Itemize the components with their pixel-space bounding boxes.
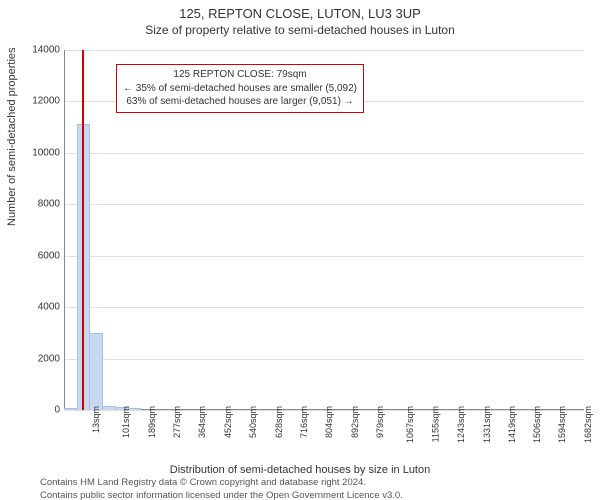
xtick-label: 716sqm (299, 406, 309, 438)
ytick-label: 6000 (10, 250, 60, 261)
gridline (64, 359, 584, 360)
gridline (64, 256, 584, 257)
histogram-bar (64, 408, 78, 410)
gridline (64, 153, 584, 154)
xtick-label: 979sqm (375, 406, 385, 438)
xtick-label: 1067sqm (405, 406, 415, 443)
annotation-box: 125 REPTON CLOSE: 79sqm← 35% of semi-det… (116, 64, 364, 113)
xtick-label: 277sqm (172, 406, 182, 438)
attribution-footer: Contains HM Land Registry data © Crown c… (40, 477, 403, 500)
ytick-label: 4000 (10, 302, 60, 313)
ytick-label: 0 (10, 405, 60, 416)
gridline (64, 307, 584, 308)
y-axis-line (64, 50, 65, 410)
x-axis-label: Distribution of semi-detached houses by … (0, 464, 600, 476)
gridline (64, 204, 584, 205)
histogram-bar (89, 333, 103, 410)
xtick-label: 892sqm (350, 406, 360, 438)
xtick-label: 364sqm (197, 406, 207, 438)
footer-line-2: Contains public sector information licen… (40, 490, 403, 500)
histogram-bar (102, 406, 116, 410)
xtick-label: 452sqm (223, 406, 233, 438)
ytick-label: 2000 (10, 353, 60, 364)
gridline (64, 50, 584, 51)
xtick-label: 1594sqm (558, 406, 568, 443)
xtick-label: 1155sqm (430, 406, 440, 442)
y-axis-label: Number of semi-detached properties (6, 47, 18, 226)
xtick-label: 628sqm (274, 406, 284, 438)
annotation-line: 63% of semi-detached houses are larger (… (123, 95, 357, 109)
xtick-label: 1682sqm (583, 406, 593, 443)
xtick-label: 101sqm (121, 406, 131, 438)
annotation-line: 125 REPTON CLOSE: 79sqm (123, 68, 357, 82)
xtick-label: 189sqm (147, 406, 157, 438)
footer-line-1: Contains HM Land Registry data © Crown c… (40, 477, 403, 489)
histogram-plot: 02000400060008000100001200014000 13sqm10… (64, 50, 584, 410)
xtick-label: 804sqm (324, 406, 334, 438)
xtick-label: 1419sqm (507, 406, 517, 443)
page-subtitle: Size of property relative to semi-detach… (0, 23, 600, 37)
xtick-label: 1331sqm (482, 406, 492, 443)
xtick-label: 540sqm (248, 406, 258, 438)
xtick-label: 1243sqm (456, 406, 466, 443)
property-marker-line (82, 50, 84, 410)
xtick-label: 1506sqm (532, 406, 542, 443)
page-title: 125, REPTON CLOSE, LUTON, LU3 3UP (0, 6, 600, 21)
xtick-label: 13sqm (91, 406, 101, 433)
annotation-line: ← 35% of semi-detached houses are smalle… (123, 82, 357, 96)
